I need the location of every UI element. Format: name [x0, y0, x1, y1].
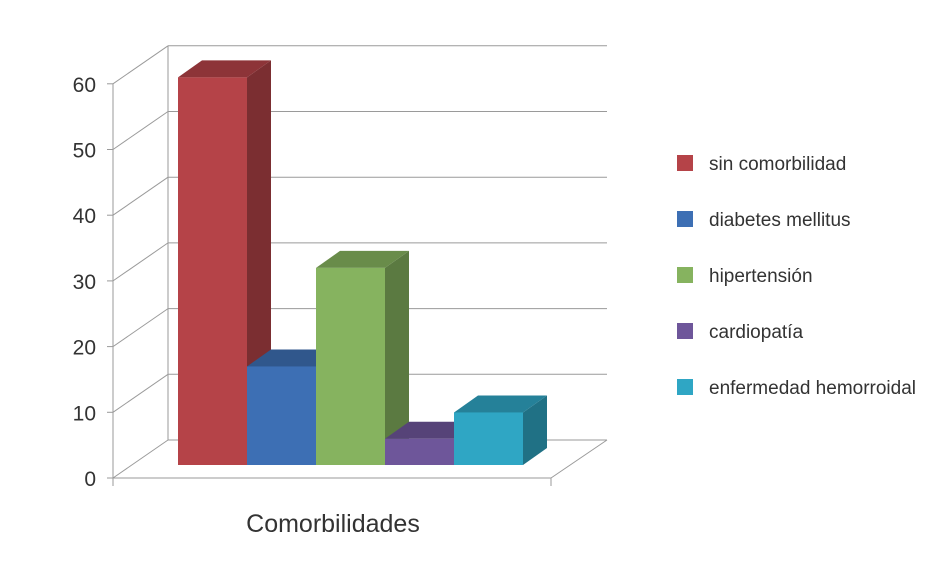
legend-swatch: [677, 155, 693, 171]
y-tick-label: 50: [73, 140, 96, 163]
bar-side: [385, 250, 409, 465]
legend-item: sin comorbilidad: [677, 154, 846, 175]
x-axis-label: Comorbilidades: [246, 510, 420, 538]
bar-top: [454, 395, 547, 413]
bar-front: [385, 438, 454, 465]
bar-side: [523, 395, 547, 465]
gridline-connector: [112, 242, 169, 282]
legend-label: hipertensión: [709, 266, 813, 287]
bar-front: [178, 77, 247, 466]
legend-swatch: [677, 211, 693, 227]
bars: [178, 60, 547, 466]
legend-item: enfermedad hemorroidal: [677, 378, 916, 399]
gridline-connector: [112, 45, 169, 85]
y-tick-label: 60: [73, 74, 96, 97]
legend-label: diabetes mellitus: [709, 210, 851, 231]
legend-swatch: [677, 379, 693, 395]
legend-swatch: [677, 323, 693, 339]
bar-front: [454, 412, 523, 465]
gridline-connector: [112, 439, 169, 479]
legend-label: cardiopatía: [709, 322, 803, 343]
bar-hipertensión: [316, 250, 409, 465]
legend-label: sin comorbilidad: [709, 154, 846, 175]
gridline-connector: [112, 176, 169, 216]
gridline-connector: [112, 373, 169, 413]
floor-right-edge: [550, 439, 608, 479]
bar-top: [316, 250, 409, 268]
legend-label: enfermedad hemorroidal: [709, 378, 916, 399]
y-tick-label: 30: [73, 271, 96, 294]
bar-front: [247, 366, 316, 465]
gridline-connector: [112, 308, 169, 348]
legend-item: diabetes mellitus: [677, 210, 851, 231]
y-tick-label: 0: [84, 468, 96, 491]
y-tick-label: 10: [73, 402, 96, 425]
bar-front: [316, 267, 385, 465]
gridline-connector: [112, 111, 169, 150]
legend-item: cardiopatía: [677, 322, 803, 343]
y-tick-label: 20: [73, 337, 96, 360]
bar-top: [178, 60, 271, 78]
y-axis: 0 10 20 30 40 50 60: [73, 74, 114, 491]
bar-enfermedad-hemorroidal: [454, 395, 547, 465]
legend-item: hipertensión: [677, 266, 813, 287]
y-tick-label: 40: [73, 205, 96, 228]
legend-swatch: [677, 267, 693, 283]
legend: sin comorbilidad diabetes mellitus hiperte…: [677, 154, 916, 399]
